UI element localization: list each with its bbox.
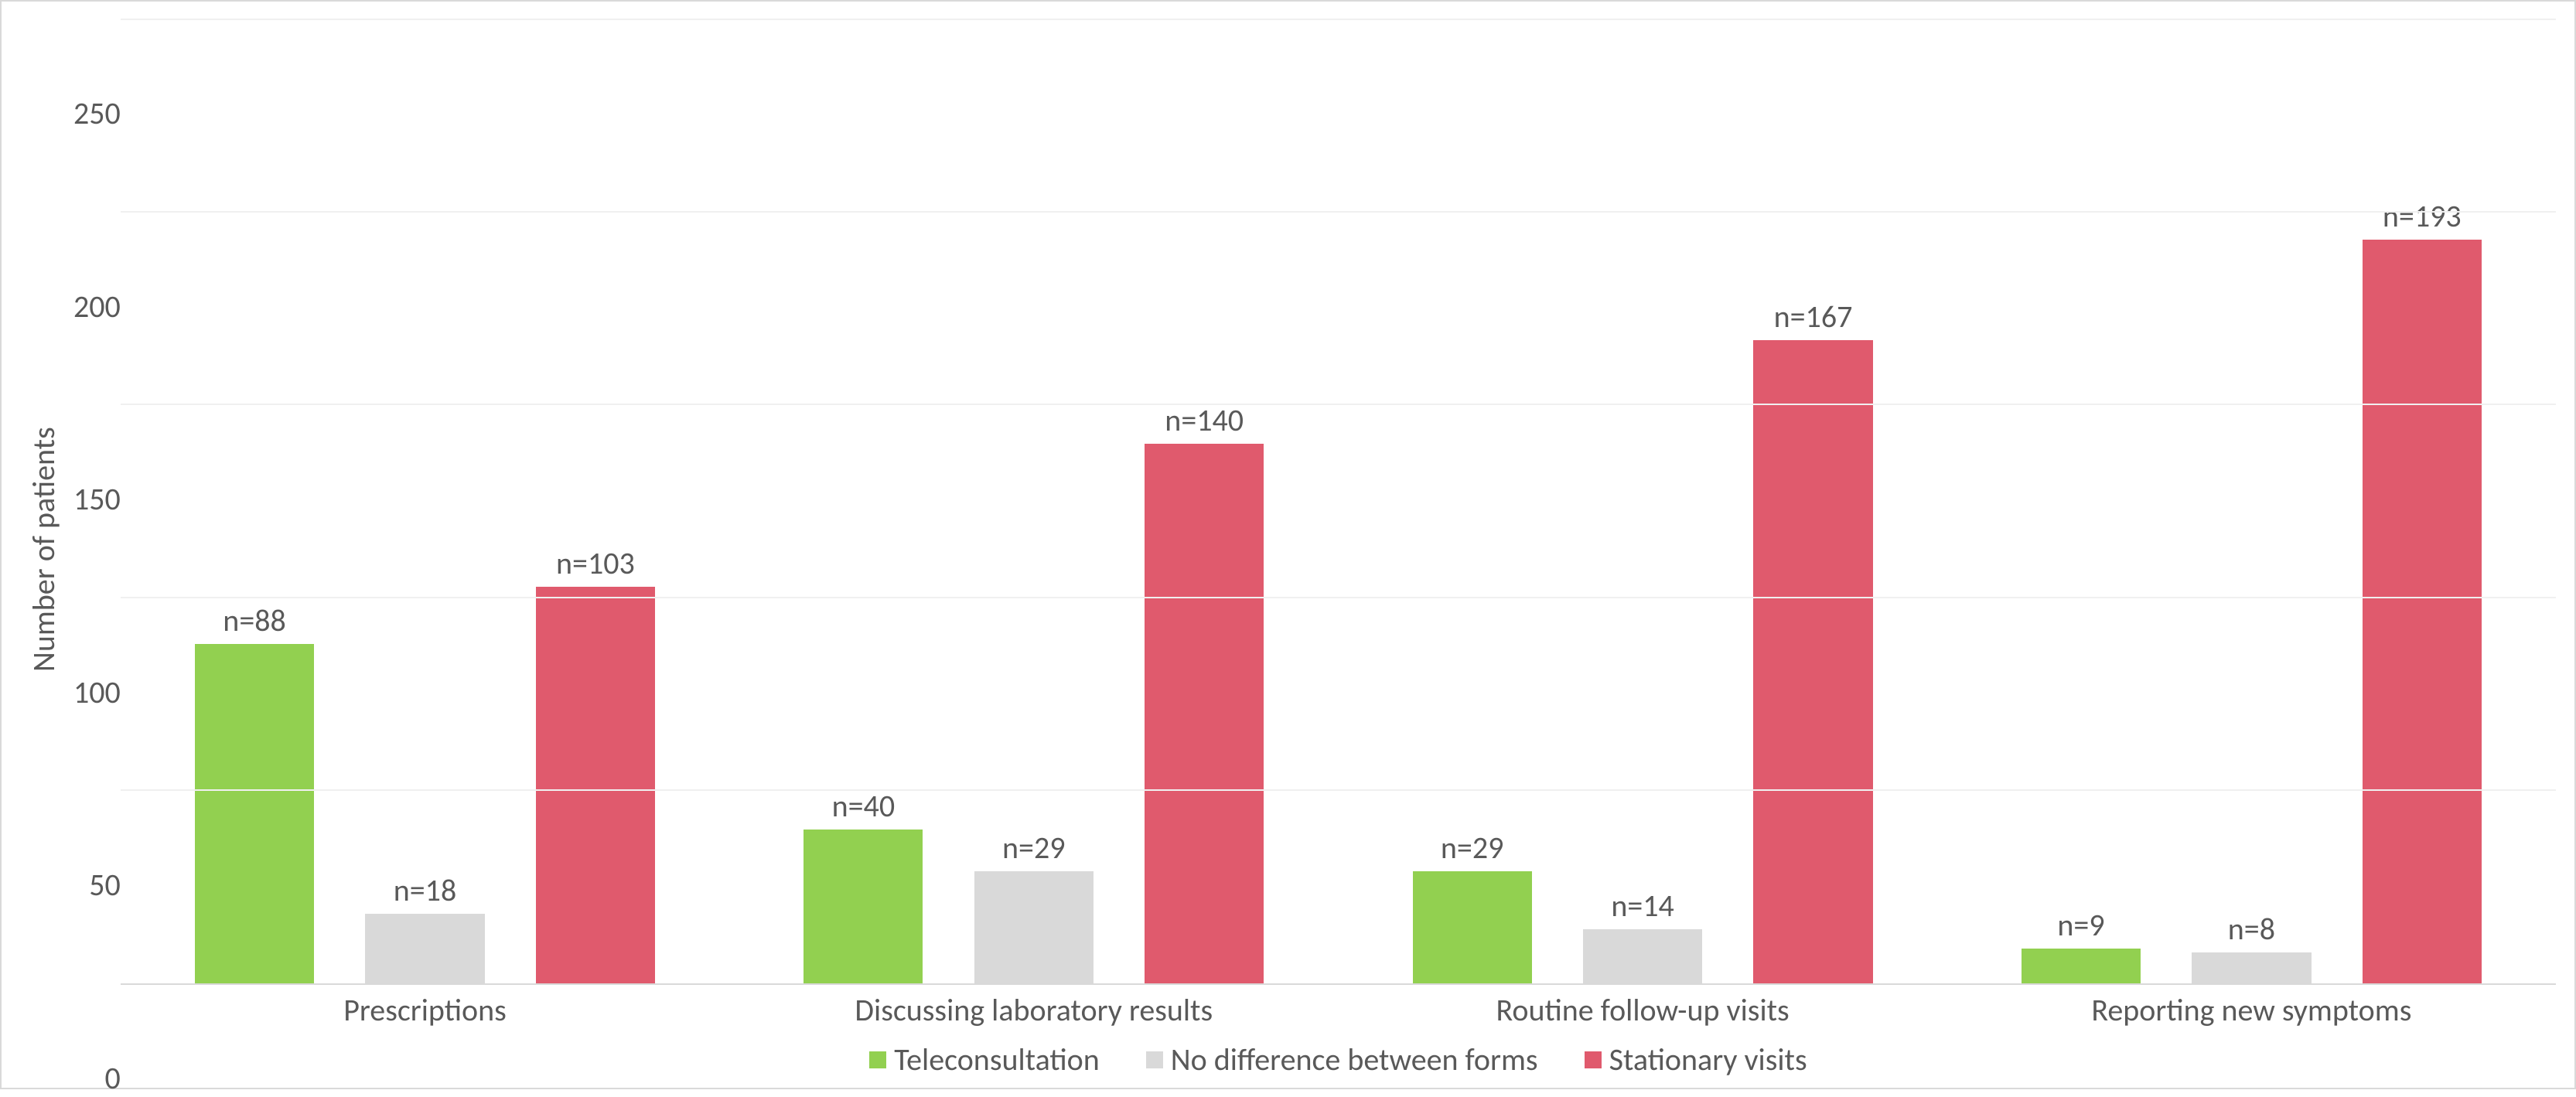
x-tick-label: Routine follow-up visits xyxy=(1338,991,1947,1030)
bar-value-label: n=29 xyxy=(1002,829,1065,871)
legend-label: Teleconsultation xyxy=(894,1041,1100,1078)
y-tick-label: 100 xyxy=(73,677,121,708)
bar: n=103 xyxy=(536,587,655,983)
legend-label: Stationary visits xyxy=(1609,1041,1807,1078)
bar-group: n=29 n=14 n=167 xyxy=(1338,20,1947,983)
bar: n=140 xyxy=(1145,444,1264,983)
legend-item: Teleconsultation xyxy=(869,1041,1100,1078)
x-tick-label: Reporting new symptoms xyxy=(1947,991,2556,1030)
gridline xyxy=(121,404,2556,405)
bar: n=29 xyxy=(1413,871,1532,983)
bar-value-label: n=14 xyxy=(1611,887,1674,929)
bar: n=40 xyxy=(804,830,923,983)
bar-slot: n=29 xyxy=(1387,20,1557,983)
legend-label: No difference between forms xyxy=(1171,1041,1538,1078)
legend-swatch xyxy=(869,1051,886,1068)
bar: n=167 xyxy=(1753,340,1872,983)
bar: n=14 xyxy=(1583,929,1702,983)
bar-slot: n=18 xyxy=(339,20,510,983)
chart-container: Number of patients 050100150200250 n=88n… xyxy=(0,0,2576,1089)
bar-slot: n=14 xyxy=(1558,20,1728,983)
y-tick-label: 150 xyxy=(73,484,121,515)
legend-swatch xyxy=(1146,1051,1163,1068)
bar-slot: n=8 xyxy=(2166,20,2336,983)
gridline xyxy=(121,597,2556,598)
y-tick-label: 250 xyxy=(73,98,121,129)
bar-value-label: n=29 xyxy=(1441,829,1503,871)
bar-groups: n=88n=18n=103n=40n=29n=140n=29n=14n=167n… xyxy=(121,20,2556,983)
bar-value-label: n=8 xyxy=(2228,910,2275,952)
gridline xyxy=(121,19,2556,20)
bar-value-label: n=88 xyxy=(223,601,285,644)
bar: n=9 xyxy=(2022,949,2141,983)
legend-item: Stationary visits xyxy=(1585,1041,1807,1078)
bar-value-label: n=140 xyxy=(1165,401,1244,444)
bar-slot: n=103 xyxy=(510,20,681,983)
bar-slot: n=167 xyxy=(1728,20,1898,983)
y-axis-tick-labels: 050100150200250 xyxy=(63,20,121,1078)
legend-swatch xyxy=(1585,1051,1602,1068)
bar-group: n=88 n=18 n=103 xyxy=(121,20,729,983)
bar-slot: n=29 xyxy=(949,20,1119,983)
bar: n=29 xyxy=(974,871,1094,983)
bar: n=193 xyxy=(2363,240,2482,983)
plot-wrap: n=88n=18n=103n=40n=29n=140n=29n=14n=167n… xyxy=(121,20,2556,1078)
bar-value-label: n=18 xyxy=(394,871,456,914)
bar-slot: n=40 xyxy=(778,20,948,983)
bar-value-label: n=193 xyxy=(2383,197,2462,240)
bar-slot: n=193 xyxy=(2337,20,2507,983)
bar-slot: n=9 xyxy=(1996,20,2166,983)
bar-slot: n=88 xyxy=(169,20,339,983)
x-tick-label: Discussing laboratory results xyxy=(729,991,1338,1030)
y-tick-label: 200 xyxy=(73,291,121,322)
bar-value-label: n=40 xyxy=(832,787,895,830)
bar-value-label: n=103 xyxy=(556,544,635,587)
bar: n=18 xyxy=(365,914,484,983)
gridline xyxy=(121,789,2556,791)
bar: n=88 xyxy=(195,644,314,983)
legend-item: No difference between forms xyxy=(1146,1041,1538,1078)
y-tick-label: 50 xyxy=(89,870,121,901)
bar-slot: n=140 xyxy=(1119,20,1289,983)
chart-body: Number of patients 050100150200250 n=88n… xyxy=(20,20,2556,1078)
y-axis-title: Number of patients xyxy=(20,20,63,1078)
bar-group: n=9 n=8 n=193 xyxy=(1947,20,2556,983)
legend: Teleconsultation No difference between fo… xyxy=(121,1041,2556,1078)
y-tick-label: 0 xyxy=(105,1063,121,1094)
bar-value-label: n=167 xyxy=(1774,298,1853,340)
gridline xyxy=(121,211,2556,213)
x-tick-label: Prescriptions xyxy=(121,991,729,1030)
bar-value-label: n=9 xyxy=(2057,906,2104,949)
plot-area: n=88n=18n=103n=40n=29n=140n=29n=14n=167n… xyxy=(121,20,2556,985)
bar: n=8 xyxy=(2192,952,2311,983)
x-axis-tick-labels: PrescriptionsDiscussing laboratory resul… xyxy=(121,991,2556,1030)
bar-group: n=40 n=29 n=140 xyxy=(729,20,1338,983)
